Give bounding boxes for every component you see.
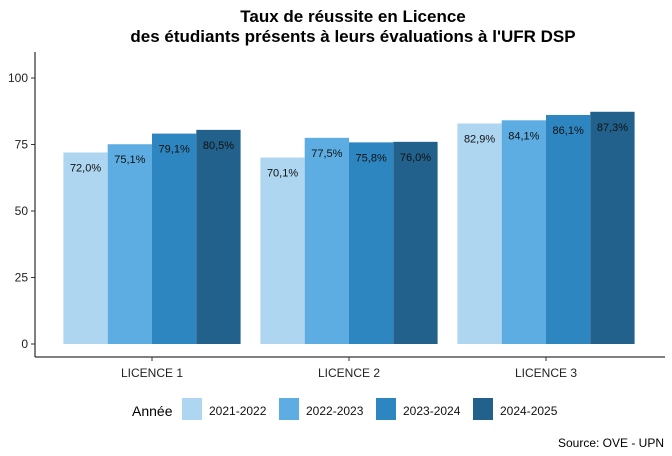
bar bbox=[260, 157, 305, 344]
bar bbox=[304, 137, 349, 344]
data-label: 82,9% bbox=[464, 133, 495, 145]
bar bbox=[457, 123, 502, 345]
legend-swatch bbox=[376, 398, 396, 420]
x-tick-label: LICENCE 3 bbox=[515, 366, 577, 380]
legend-swatch bbox=[473, 398, 493, 420]
chart-title-line-1: Taux de réussite en Licence bbox=[240, 7, 466, 26]
legend-label: 2024-2025 bbox=[500, 404, 558, 418]
bar bbox=[63, 152, 108, 344]
bar bbox=[196, 129, 241, 344]
data-label: 87,3% bbox=[597, 122, 628, 134]
chart-title-line-2: des étudiants présents à leurs évaluatio… bbox=[130, 27, 575, 46]
bar bbox=[349, 142, 394, 344]
bar bbox=[546, 114, 591, 344]
legend-label: 2022-2023 bbox=[306, 404, 364, 418]
legend-label: 2021-2022 bbox=[209, 404, 267, 418]
data-label: 79,1% bbox=[159, 144, 190, 156]
data-label: 76,0% bbox=[400, 152, 431, 164]
data-label: 77,5% bbox=[311, 148, 342, 160]
data-label: 86,1% bbox=[553, 125, 584, 137]
data-label: 72,0% bbox=[70, 162, 101, 174]
legend-swatch bbox=[279, 398, 299, 420]
bar bbox=[152, 133, 197, 344]
legend-label: 2023-2024 bbox=[403, 404, 461, 418]
plot-area: 72,0% 75,1% 79,1% 80,5% 70,1% 77,5% 75,8% 76,0%… bbox=[63, 111, 635, 345]
y-tick-label: 100 bbox=[8, 71, 28, 85]
y-tick-label: 25 bbox=[15, 271, 29, 285]
legend: Année 2021-2022 2022-2023 2023-2024 2024-20… bbox=[132, 398, 558, 420]
legend-swatch bbox=[182, 398, 202, 420]
data-label: 80,5% bbox=[203, 140, 234, 152]
bar bbox=[590, 111, 635, 344]
data-label: 75,1% bbox=[114, 154, 145, 166]
x-tick-label: LICENCE 1 bbox=[121, 366, 183, 380]
y-tick-label: 75 bbox=[15, 138, 29, 152]
x-tick-label: LICENCE 2 bbox=[318, 366, 380, 380]
y-tick-label: 0 bbox=[21, 337, 28, 351]
data-label: 75,8% bbox=[356, 152, 387, 164]
legend-title: Année bbox=[132, 403, 173, 419]
bar bbox=[393, 141, 438, 344]
data-label: 84,1% bbox=[508, 130, 539, 142]
caption: Source: OVE - UPN bbox=[558, 436, 664, 450]
y-tick-label: 50 bbox=[15, 204, 29, 218]
bar bbox=[501, 120, 546, 344]
bar bbox=[107, 144, 152, 344]
data-label: 70,1% bbox=[267, 168, 298, 180]
